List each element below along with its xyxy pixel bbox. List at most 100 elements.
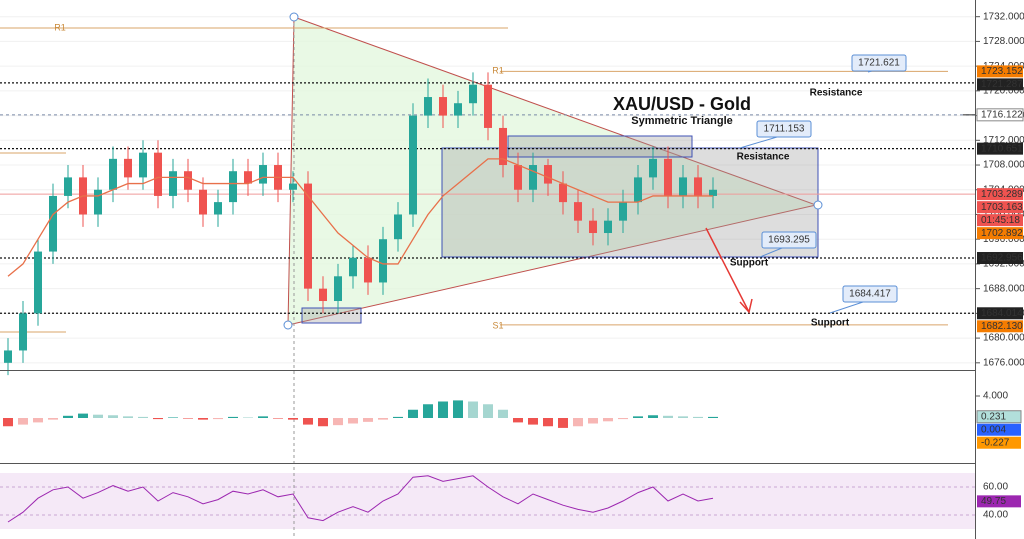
candle-body [214,202,222,215]
annotation: Resistance [737,152,790,163]
y-tick-label: 60.00 [983,482,1008,493]
annotation: Resistance [810,88,863,99]
candle-body [94,189,102,215]
price-badge-label: 1684.014 [981,308,1023,319]
panel-divider [0,370,975,371]
moving-average [7,158,713,277]
macd-bar [648,415,658,418]
macd-bar [408,409,418,418]
macd-bar [483,404,493,418]
macd-bar [603,418,613,422]
macd-bar [528,418,538,425]
arrow-head [739,298,753,314]
candle-body [469,84,477,104]
price-badge-label: 1703.163 [981,202,1023,213]
macd-bar [198,418,208,420]
macd-bar [228,416,238,418]
candle-body [124,158,132,178]
macd-bar [543,418,553,427]
callout-label: 1684.417 [849,289,891,300]
macd-bar [588,418,598,424]
anchor [283,320,293,330]
candle-body [484,84,492,128]
callout-label: 1711.153 [764,124,805,135]
price-badge-label: 49.75 [981,496,1006,507]
arrow [705,227,750,313]
candle-body [499,127,507,166]
candle-body [289,183,297,190]
macd-bar [573,418,583,427]
macd-bar [108,415,118,418]
macd-bar [123,416,133,418]
macd-bar [558,418,568,428]
countdown-badge [977,214,1023,227]
y-tick-label: 1712.000 [983,135,1024,146]
price-badge [977,423,1021,436]
candle-body [169,171,177,196]
price-badge [977,320,1023,333]
price-badge-label: 1682.130 [981,321,1023,332]
y-tick-label: 1692.000 [983,259,1024,270]
callout-box [842,285,898,303]
macd-bar [3,418,13,427]
macd-bar [348,418,358,424]
macd-bar [18,418,28,425]
candle-body [664,158,672,196]
macd-bar [498,409,508,418]
price-badge [976,410,1022,424]
price-badge [977,188,1023,201]
candle-body [649,158,657,178]
macd-bar [618,418,628,420]
candle-body [364,257,372,283]
candle-body [19,313,27,351]
y-tick-label: 1708.000 [983,160,1024,171]
macd-bar [438,401,448,418]
candle-body [379,239,387,283]
price-badge-label: 1692.956 [981,253,1023,264]
anchor [289,12,299,22]
macd-bar [48,418,58,420]
macd-bar [273,418,283,419]
candle-body [319,288,327,302]
macd-bar [363,418,373,422]
macd-bar [258,416,268,418]
candle-body [424,97,432,116]
rsi-band [0,473,975,529]
resistance-box [507,135,693,158]
macd-bar [663,415,673,418]
candle-body [514,165,522,190]
candle-body [4,350,12,363]
macd-bar [693,416,703,418]
callout-label: 1721.621 [858,58,900,69]
y-tick-label: 40.00 [983,510,1008,521]
candle-body [34,251,42,314]
countdown: 01:45:18 [981,215,1020,226]
annotation: Support [730,258,769,269]
candle-body [304,183,312,289]
callout-box [756,120,812,138]
price-badge [977,252,1023,265]
price-badge-label: -0.227 [981,437,1010,448]
chart-subtitle: Symmetric Triangle [631,115,733,127]
price-badge-label: 1710.651 [981,143,1023,154]
candle-body [709,189,717,196]
macd-bar [153,418,163,420]
candle-body [574,202,582,221]
callout-box [761,231,817,249]
candle-body [634,177,642,203]
level-label: R1 [54,22,66,32]
price-badge [976,108,1024,122]
macd-bar [138,416,148,418]
price-badge-label: 1716.122 [981,109,1023,120]
macd-bar [333,418,343,426]
callout-pointer [739,136,778,149]
candle-body [589,220,597,234]
candle-body [334,276,342,302]
candle-body [349,257,357,277]
macd-bar [93,414,103,418]
panel-divider [0,463,975,464]
y-tick-label: 1680.000 [983,333,1024,344]
price-badge [977,436,1021,449]
macd-bar [213,418,223,420]
